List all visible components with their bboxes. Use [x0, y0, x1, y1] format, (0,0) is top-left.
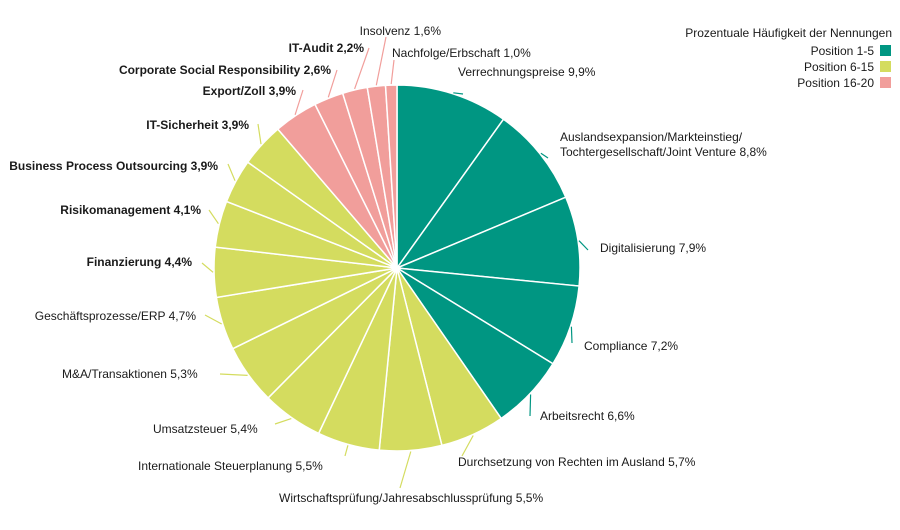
leader-line-wirtschaftspr-fung-jahresabschlusspr-fung — [399, 451, 412, 489]
slice-label-business-process-outsourcing: Business Process Outsourcing 3,9% — [9, 159, 218, 173]
legend-label-position-1-5: Position 1-5 — [811, 44, 875, 58]
leader-line-digitalisierung — [578, 240, 589, 251]
leader-line-auslandsexpansion-markteinstieg — [540, 152, 549, 159]
slice-label-export-zoll: Export/Zoll 3,9% — [203, 84, 297, 98]
slice-label-durchsetzung-von-rechten-im-ausland: Durchsetzung von Rechten im Ausland 5,7% — [458, 455, 696, 469]
slice-label-it-audit: IT-Audit 2,2% — [289, 41, 365, 55]
legend-swatch-position-16-20 — [880, 77, 891, 88]
leader-line-insolvenz — [375, 36, 387, 86]
leader-line-gesch-ftsprozesse-erp — [204, 314, 222, 325]
legend: Prozentuale Häufigkeit der Nennungen Pos… — [685, 26, 892, 90]
slice-label-digitalisierung: Digitalisierung 7,9% — [600, 241, 706, 255]
leader-line-corporate-social-responsibility — [327, 69, 338, 98]
leader-line-export-zoll — [294, 89, 304, 115]
leader-line-nachfolge-erbschaft — [390, 59, 395, 85]
leader-line-it-audit — [354, 47, 370, 90]
pie-slice-nachfolge-erbschaft — [384, 84, 398, 269]
leader-line-risikomanagement — [208, 209, 219, 225]
slice-label-corporate-social-responsibility: Corporate Social Responsibility 2,6% — [119, 63, 331, 77]
leader-line-arbeitsrecht — [529, 394, 532, 417]
slice-labels: Verrechnungspreise 9,9% Auslandsexpansion… — [9, 24, 767, 505]
pie-slices — [213, 84, 581, 452]
leader-line-compliance — [570, 326, 573, 344]
slice-label-insolvenz: Insolvenz 1,6% — [360, 24, 442, 38]
slice-label-nachfolge-erbschaft: Nachfolge/Erbschaft 1,0% — [392, 46, 531, 60]
slice-label-wirtschaftspr-fung-jahresabschlusspr-fung: Wirtschaftsprüfung/Jahresabschlussprüfun… — [279, 491, 543, 505]
leader-lines — [201, 36, 589, 489]
slice-label-gesch-ftsprozesse-erp: Geschäftsprozesse/ERP 4,7% — [35, 309, 197, 323]
legend-label-position-16-20: Position 16-20 — [797, 76, 874, 90]
slice-label-m-a-transaktionen: M&A/Transaktionen 5,3% — [62, 367, 198, 381]
slice-label-auslandsexpansion-markteinstieg: Auslandsexpansion/Markteinstieg/Tochterg… — [560, 130, 767, 159]
slice-label-finanzierung: Finanzierung 4,4% — [87, 255, 193, 269]
pie-slice-auslandsexpansion-markteinstieg — [394, 118, 567, 270]
pie-slice-digitalisierung — [396, 196, 581, 287]
slice-label-risikomanagement: Risikomanagement 4,1% — [60, 203, 201, 217]
leader-line-verrechnungspreise — [453, 92, 464, 95]
slice-label-internationale-steuerplanung: Internationale Steuerplanung 5,5% — [138, 459, 323, 473]
slice-label-compliance: Compliance 7,2% — [584, 339, 678, 353]
legend-label-position-6-15: Position 6-15 — [804, 60, 874, 74]
leader-line-m-a-transaktionen — [219, 373, 248, 376]
slice-label-arbeitsrecht: Arbeitsrecht 6,6% — [540, 409, 635, 423]
leader-line-finanzierung — [201, 262, 214, 273]
leader-line-business-process-outsourcing — [227, 163, 236, 181]
legend-swatch-position-6-15 — [880, 61, 891, 72]
slice-label-verrechnungspreise: Verrechnungspreise 9,9% — [458, 65, 596, 79]
slice-label-it-sicherheit: IT-Sicherheit 3,9% — [146, 118, 249, 132]
slice-label-umsatzsteuer: Umsatzsteuer 5,4% — [153, 422, 258, 436]
pie-slice-verrechnungspreise — [396, 84, 505, 271]
leader-line-durchsetzung-von-rechten-im-ausland — [461, 435, 474, 457]
leader-line-umsatzsteuer — [274, 418, 292, 425]
leader-line-it-sicherheit — [257, 123, 262, 145]
leader-line-internationale-steuerplanung — [344, 445, 349, 457]
legend-title: Prozentuale Häufigkeit der Nennungen — [685, 26, 892, 40]
legend-swatch-position-1-5 — [880, 45, 891, 56]
